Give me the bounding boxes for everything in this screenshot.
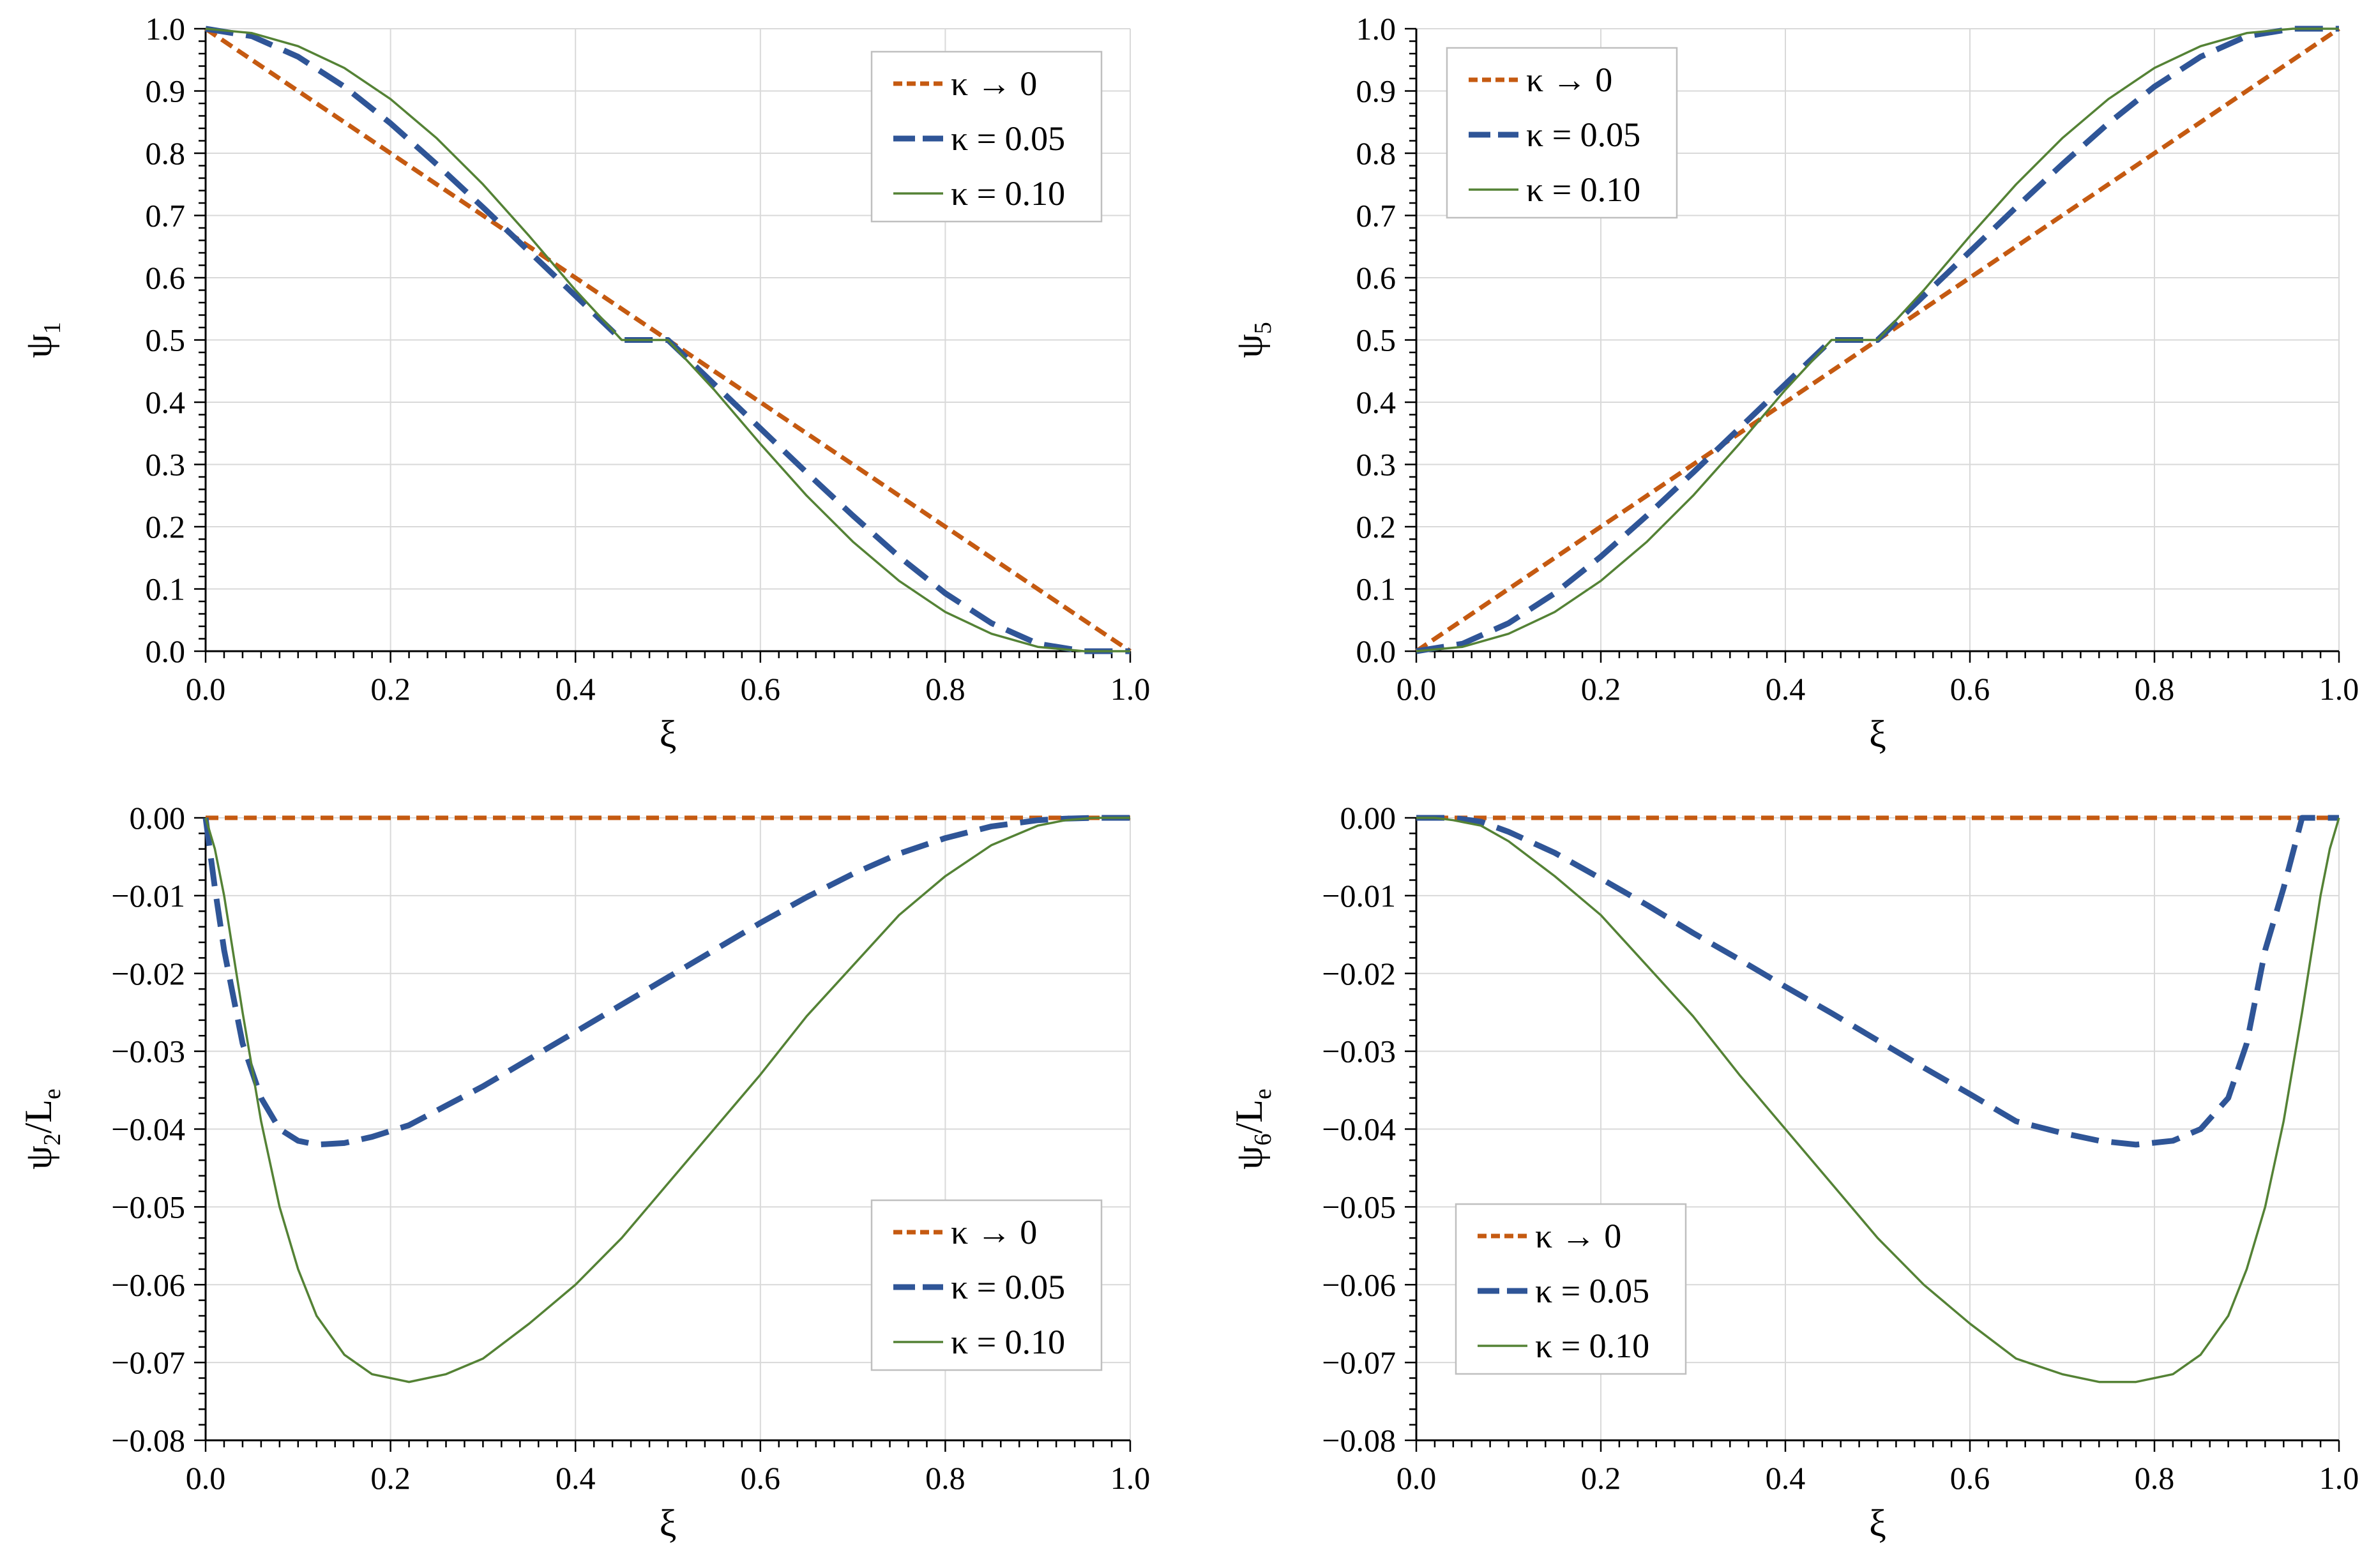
y-tick-label: 0.5 (1356, 322, 1396, 358)
y-tick-label: −0.05 (1322, 1189, 1396, 1225)
legend: κ → 0 κ = 0.05 κ = 0.10 (870, 50, 1103, 223)
y-tick-label: −0.02 (111, 956, 185, 991)
y-axis-label: ψ2/Le (17, 1089, 66, 1170)
x-tick-label: 0.8 (925, 1460, 965, 1496)
x-tick-label: 1.0 (1110, 1460, 1151, 1496)
legend-label-k0: κ → 0 (1526, 61, 1612, 99)
x-tick-label: 0.0 (1396, 1460, 1437, 1496)
y-tick-label: 0.2 (146, 509, 186, 545)
x-tick-label: 0.6 (741, 671, 781, 707)
y-tick-label: 0.4 (1356, 384, 1396, 420)
y-tick-label: −0.01 (1322, 878, 1396, 914)
x-tick-label: 0.0 (186, 1460, 226, 1496)
x-tick-label: 0.8 (925, 671, 965, 707)
series-line-k10 (204, 817, 1130, 1383)
y-tick-label: 0.8 (146, 135, 186, 171)
y-axis-label: ψ1 (17, 322, 66, 358)
y-tick-label: 0.9 (1356, 73, 1396, 109)
x-tick-label: 0.4 (556, 671, 596, 707)
y-tick-label: 0.1 (1356, 571, 1396, 607)
x-tick-label: 0.2 (1581, 671, 1621, 707)
series-line-k10 (1416, 817, 2340, 1383)
y-tick-label: 0.6 (1356, 260, 1396, 296)
x-tick-label: 0.2 (370, 1460, 411, 1496)
y-tick-label: −0.05 (111, 1189, 185, 1225)
legend-label-k05: κ = 0.05 (1526, 116, 1640, 154)
y-tick-label: 0.5 (146, 322, 186, 358)
y-tick-label: −0.06 (1322, 1267, 1396, 1302)
y-tick-label: −0.04 (111, 1112, 185, 1147)
y-axis-label: ψ5 (1228, 322, 1276, 358)
y-tick-label: −0.08 (1322, 1422, 1396, 1458)
legend-label-k0: κ → 0 (951, 1213, 1037, 1251)
y-tick-label: −0.03 (111, 1034, 185, 1069)
legend-label-k10: κ = 0.10 (1535, 1327, 1649, 1365)
legend: κ → 0 κ = 0.05 κ = 0.10 (1446, 47, 1678, 219)
y-tick-label: 0.0 (1356, 633, 1396, 669)
x-axis-label: ξ (1869, 713, 1886, 755)
y-tick-label: 0.3 (1356, 447, 1396, 483)
y-tick-label: 0.7 (146, 198, 186, 234)
x-tick-label: 0.2 (1581, 1460, 1621, 1496)
x-tick-label: 1.0 (1110, 671, 1151, 707)
x-tick-label: 1.0 (2319, 671, 2359, 707)
x-tick-label: 0.2 (370, 671, 411, 707)
y-tick-label: 0.7 (1356, 198, 1396, 234)
legend-label-k10: κ = 0.10 (951, 174, 1065, 213)
x-tick-label: 0.0 (1396, 671, 1437, 707)
chart-panel-psi1: 0.0 0.2 0.4 0.6 0.8 1.0 0.0 0.1 0.2 0.3 0.4 0.5 0.6 0… (17, 11, 1150, 755)
legend: κ → 0 κ = 0.05 κ = 0.10 (870, 1199, 1103, 1371)
y-tick-label: 0.4 (146, 384, 186, 420)
x-tick-label: 0.6 (1950, 1460, 1990, 1496)
x-tick-label: 0.6 (1950, 671, 1990, 707)
y-tick-label: −0.07 (1322, 1345, 1396, 1380)
y-tick-label: 0.00 (1340, 800, 1396, 836)
series-line-k10 (205, 27, 1130, 652)
y-tick-label: 0.0 (146, 633, 186, 669)
chart-panel-psi5: 0.0 0.2 0.4 0.6 0.8 1.0 0.0 0.1 0.2 0.3 0.4 0.5 0.6 0… (1228, 11, 2359, 755)
y-tick-label: −0.04 (1322, 1112, 1396, 1147)
y-axis-label: ψ6/Le (1228, 1089, 1276, 1170)
x-axis-label: ξ (660, 713, 677, 755)
x-tick-label: 0.8 (2135, 1460, 2175, 1496)
y-tick-label: −0.01 (111, 878, 185, 914)
legend: κ → 0 κ = 0.05 κ = 0.10 (1455, 1203, 1687, 1375)
legend-label-k10: κ = 0.10 (1526, 170, 1640, 209)
y-tick-label: 0.2 (1356, 509, 1396, 545)
x-axis-label: ξ (1869, 1502, 1886, 1544)
legend-label-k05: κ = 0.05 (951, 119, 1065, 158)
y-tick-label: −0.06 (111, 1267, 185, 1302)
series-line-k05 (202, 815, 1130, 1148)
y-tick-label: 0.6 (146, 260, 186, 296)
y-tick-label: 0.3 (146, 447, 186, 483)
y-tick-label: 0.00 (130, 800, 186, 836)
y-tick-label: −0.08 (111, 1422, 185, 1458)
series-line-k10 (1416, 27, 2339, 652)
legend-label-k05: κ = 0.05 (1535, 1272, 1649, 1310)
legend-label-k10: κ = 0.10 (951, 1323, 1065, 1361)
y-tick-label: −0.03 (1322, 1034, 1396, 1069)
y-tick-label: 0.8 (1356, 135, 1396, 171)
x-tick-label: 0.4 (1766, 1460, 1806, 1496)
y-tick-label: 0.1 (146, 571, 186, 607)
series-line-k05 (1416, 815, 2339, 1148)
x-tick-label: 0.4 (556, 1460, 596, 1496)
x-tick-label: 0.4 (1766, 671, 1806, 707)
x-tick-label: 1.0 (2319, 1460, 2359, 1496)
y-tick-label: 0.9 (146, 73, 186, 109)
legend-label-k0: κ → 0 (951, 64, 1037, 103)
y-tick-label: 1.0 (1356, 11, 1396, 47)
x-tick-label: 0.0 (186, 671, 226, 707)
legend-label-k0: κ → 0 (1535, 1217, 1621, 1255)
y-tick-label: 1.0 (146, 11, 186, 47)
x-tick-label: 0.6 (741, 1460, 781, 1496)
legend-label-k05: κ = 0.05 (951, 1268, 1065, 1306)
chart-panel-psi6: 0.0 0.2 0.4 0.6 0.8 1.0 −0.08 −0.07 −0.06 −0.05 −0… (1228, 800, 2359, 1544)
x-tick-label: 0.8 (2135, 671, 2175, 707)
y-tick-label: −0.07 (111, 1345, 185, 1380)
y-tick-label: −0.02 (1322, 956, 1396, 991)
x-axis-label: ξ (660, 1502, 677, 1544)
chart-panel-psi2: 0.0 0.2 0.4 0.6 0.8 1.0 −0.08 −0.07 −0.06 −0.05 −0… (17, 800, 1150, 1544)
